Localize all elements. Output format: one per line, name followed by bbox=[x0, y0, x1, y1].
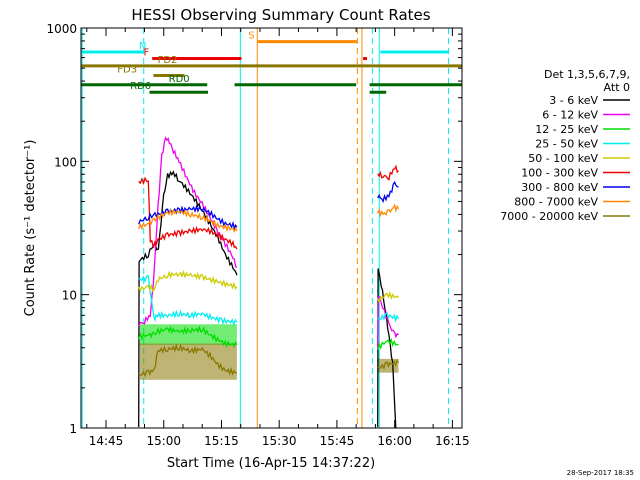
flag-label-rd6: RD6 bbox=[130, 81, 151, 92]
flag-label-rd0: RD0 bbox=[169, 74, 190, 85]
legend-entry-label: 800 - 7000 keV bbox=[514, 196, 598, 209]
x-axis-label: Start Time (16-Apr-15 14:37:22) bbox=[167, 456, 375, 471]
series-line-300-800-keV bbox=[377, 180, 399, 204]
legend-entry-label: 6 - 12 keV bbox=[542, 109, 598, 122]
y-axis-label: Count Rate (s⁻¹ detector⁻¹) bbox=[23, 140, 38, 317]
y-tick-label: 1000 bbox=[46, 22, 77, 36]
shaded-block bbox=[139, 324, 237, 345]
series-line-25-50-keV bbox=[377, 312, 400, 323]
legend-entry-label: 3 - 6 keV bbox=[549, 94, 598, 107]
y-tick-label: 100 bbox=[54, 155, 77, 169]
series-line-12-25-keV bbox=[377, 337, 399, 350]
series-line-100-300-keV bbox=[138, 176, 238, 250]
legend-entry-label: 50 - 100 keV bbox=[528, 152, 598, 165]
series-line-100-300-keV bbox=[377, 164, 399, 181]
x-tick-label: 15:15 bbox=[204, 434, 239, 448]
x-tick-label: 16:15 bbox=[435, 434, 470, 448]
legend-entry-label: 100 - 300 keV bbox=[521, 167, 598, 180]
legend: Det 1,3,5,6,7,9,Att 0 3 - 6 keV 6 - 12 keV… bbox=[500, 68, 630, 223]
series-line-7000-20000-keV bbox=[377, 358, 400, 370]
x-tick-label: 16:00 bbox=[377, 434, 412, 448]
legend-entry-label: 300 - 800 keV bbox=[521, 181, 598, 194]
series-line-800-7000-keV bbox=[138, 208, 238, 234]
x-tick-label: 15:00 bbox=[146, 434, 181, 448]
flag-label-n: N bbox=[139, 41, 146, 52]
series-line-7000-20000-keV bbox=[138, 343, 237, 378]
legend-header-line: Att 0 bbox=[604, 81, 630, 94]
x-tick-label: 15:45 bbox=[320, 434, 355, 448]
legend-entry-label: 7000 - 20000 keV bbox=[500, 210, 598, 223]
x-tick-label: 14:45 bbox=[89, 434, 124, 448]
x-tick-label: 15:30 bbox=[262, 434, 297, 448]
legend-header-line: Det 1,3,5,6,7,9, bbox=[544, 68, 630, 81]
y-tick-label: 1 bbox=[69, 422, 77, 436]
legend-entry-label: 25 - 50 keV bbox=[535, 138, 598, 151]
series-line-25-50-keV bbox=[138, 275, 238, 327]
flag-label-fd2: FD2 bbox=[158, 55, 178, 66]
series-line-12-25-keV bbox=[138, 325, 238, 349]
chart-title: HESSI Observing Summary Count Rates bbox=[131, 6, 430, 24]
series-line-50-100-keV bbox=[377, 290, 399, 304]
plot-frame bbox=[80, 27, 463, 429]
flag-label-fd3: FD3 bbox=[117, 65, 137, 76]
series-line-3-6-keV bbox=[377, 268, 397, 429]
flag-bars: N S F FD2 FD3 RD0 RD6 bbox=[81, 31, 462, 94]
series-line-300-800-keV bbox=[138, 204, 238, 231]
data-series bbox=[138, 136, 400, 429]
legend-entry-label: 12 - 25 keV bbox=[535, 123, 598, 136]
y-tick-label: 10 bbox=[62, 289, 77, 303]
series-line-800-7000-keV bbox=[377, 203, 400, 218]
flag-label-f: F bbox=[144, 48, 150, 59]
footer-timestamp: 28-Sep-2017 18:35 bbox=[567, 469, 634, 477]
axes: 14:45 15:00 15:15 15:30 15:45 16:00 16:15 1 10 10… bbox=[46, 22, 469, 448]
series-line-50-100-keV bbox=[138, 269, 238, 293]
flag-label-s: S bbox=[248, 31, 254, 42]
series-line-6-12-keV bbox=[138, 136, 238, 327]
series-line-6-12-keV bbox=[377, 295, 399, 350]
